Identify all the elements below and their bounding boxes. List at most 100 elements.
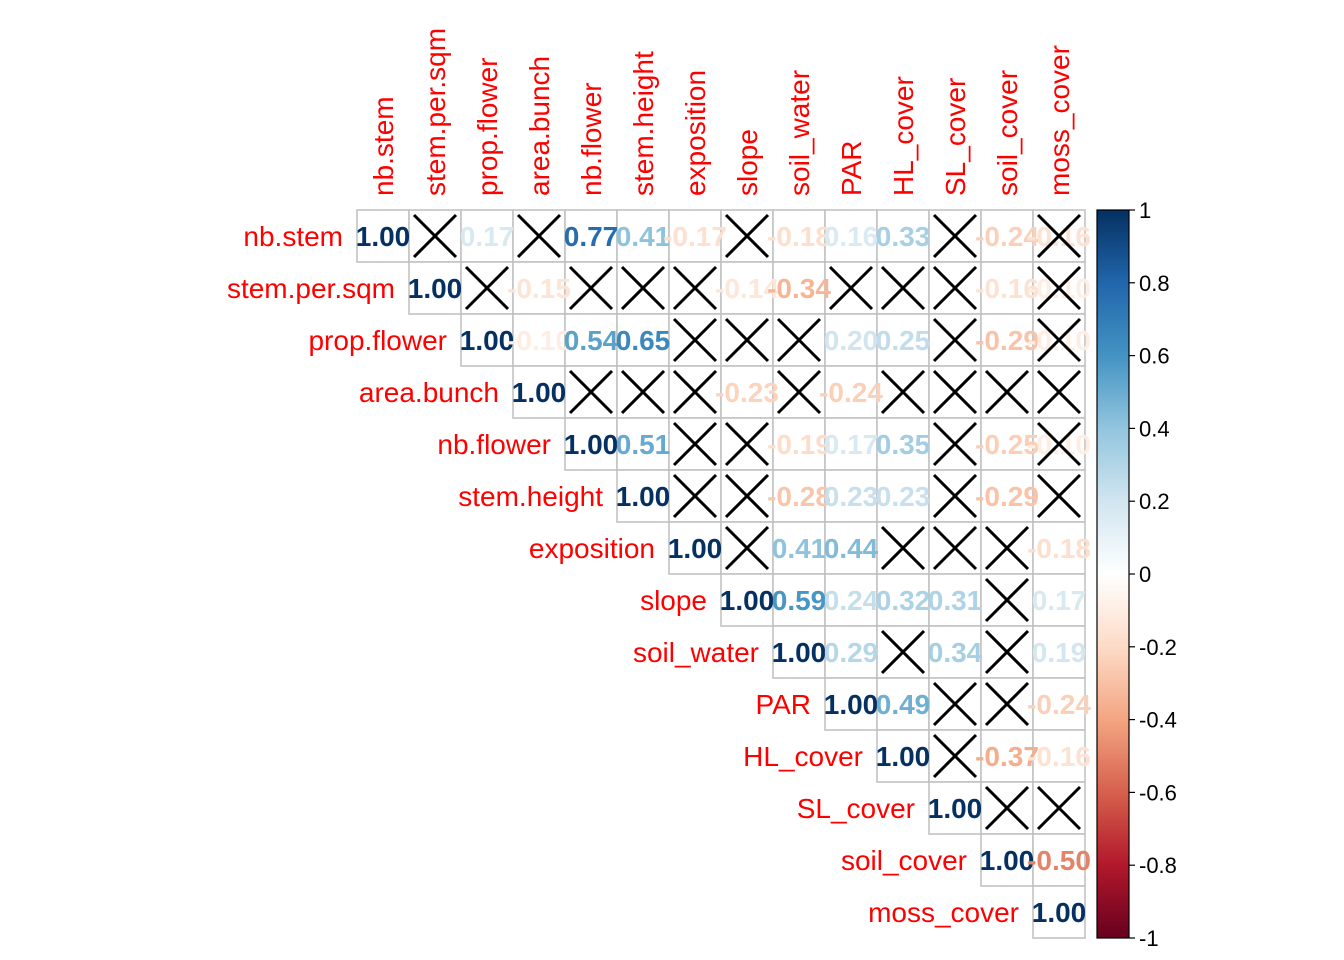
matrix-cell bbox=[616, 209, 670, 263]
correlation-value: 1.00 bbox=[460, 325, 515, 356]
column-label: nb.stem bbox=[368, 96, 399, 196]
correlation-value: 1.00 bbox=[876, 741, 931, 772]
insignificant-cross-icon bbox=[724, 473, 770, 519]
row-label: moss_cover bbox=[868, 897, 1019, 928]
correlation-value: 0.32 bbox=[876, 585, 931, 616]
row-labels: nb.stem stem.per.sqm prop.flower area.bunch… bbox=[227, 221, 1019, 928]
insignificant-cross-icon bbox=[672, 473, 718, 519]
matrix-cells: 1.00 0.17 0.770.41-0.17 -0.180.160.33 -0.24-… bbox=[356, 209, 1091, 939]
matrix-cell bbox=[408, 261, 462, 315]
matrix-cell bbox=[564, 209, 618, 263]
correlation-value: 0.16 bbox=[824, 221, 879, 252]
insignificant-cross-icon bbox=[880, 369, 926, 415]
correlation-value: -0.29 bbox=[975, 481, 1039, 512]
correlation-value: 0.29 bbox=[824, 637, 879, 668]
insignificant-cross-icon bbox=[932, 369, 978, 415]
correlation-value: -0.37 bbox=[975, 741, 1039, 772]
insignificant-cross-icon bbox=[464, 265, 510, 311]
column-label: soil_water bbox=[784, 70, 815, 196]
matrix-cell bbox=[772, 625, 826, 679]
insignificant-cross-icon bbox=[984, 525, 1030, 571]
row-label: soil_cover bbox=[841, 845, 967, 876]
correlation-value: -0.10 bbox=[507, 325, 571, 356]
colorbar-tick-label: 0.6 bbox=[1139, 344, 1170, 369]
row-label: stem.height bbox=[458, 481, 603, 512]
correlation-value: 0.41 bbox=[772, 533, 827, 564]
matrix-cell bbox=[356, 209, 410, 263]
matrix-cell bbox=[876, 573, 930, 627]
correlation-value: 0.33 bbox=[876, 221, 931, 252]
colorbar-tick-label: -1 bbox=[1139, 926, 1159, 951]
insignificant-cross-icon bbox=[880, 525, 926, 571]
insignificant-cross-icon bbox=[932, 317, 978, 363]
column-label: PAR bbox=[836, 141, 867, 197]
correlation-value: 0.65 bbox=[616, 325, 671, 356]
colorbar-tick-label: 1 bbox=[1139, 198, 1151, 223]
matrix-cell bbox=[980, 729, 1034, 783]
correlation-value: -0.14 bbox=[715, 273, 779, 304]
column-label: slope bbox=[732, 129, 763, 196]
column-label: exposition bbox=[680, 70, 711, 196]
insignificant-cross-icon bbox=[984, 369, 1030, 415]
insignificant-cross-icon bbox=[932, 473, 978, 519]
column-label: SL_cover bbox=[940, 78, 971, 196]
insignificant-cross-icon bbox=[1036, 473, 1082, 519]
matrix-cell bbox=[876, 677, 930, 731]
colorbar-tick-label: 0.8 bbox=[1139, 271, 1170, 296]
correlation-value: 0.44 bbox=[824, 533, 879, 564]
correlation-value: 0.77 bbox=[564, 221, 619, 252]
correlation-value: -0.15 bbox=[507, 273, 571, 304]
correlation-value: 0.51 bbox=[616, 429, 671, 460]
correlation-value: -0.50 bbox=[1027, 845, 1091, 876]
matrix-cell bbox=[980, 833, 1034, 887]
matrix-cell bbox=[1032, 729, 1086, 783]
insignificant-cross-icon bbox=[568, 265, 614, 311]
correlation-value: -0.29 bbox=[975, 325, 1039, 356]
matrix-cell bbox=[564, 417, 618, 471]
colorbar-tick-label: -0.6 bbox=[1139, 780, 1177, 805]
matrix-cell bbox=[824, 365, 878, 419]
insignificant-cross-icon bbox=[984, 681, 1030, 727]
matrix-cell bbox=[512, 313, 566, 367]
matrix-cell bbox=[1032, 573, 1086, 627]
column-label: stem.per.sqm bbox=[420, 28, 451, 196]
correlation-value: -0.24 bbox=[975, 221, 1039, 252]
matrix-cell bbox=[512, 365, 566, 419]
row-label: HL_cover bbox=[743, 741, 863, 772]
matrix-cell bbox=[824, 573, 878, 627]
insignificant-cross-icon bbox=[880, 265, 926, 311]
insignificant-cross-icon bbox=[984, 577, 1030, 623]
column-label: prop.flower bbox=[472, 57, 503, 196]
insignificant-cross-icon bbox=[672, 265, 718, 311]
correlation-value: 1.00 bbox=[616, 481, 671, 512]
matrix-cell bbox=[720, 261, 774, 315]
correlation-value: 1.00 bbox=[512, 377, 567, 408]
insignificant-cross-icon bbox=[1036, 369, 1082, 415]
correlation-value: 0.17 bbox=[824, 429, 879, 460]
matrix-cell bbox=[824, 209, 878, 263]
correlation-value: 1.00 bbox=[928, 793, 983, 824]
column-labels: nb.stem stem.per.sqm prop.flower area.bunch… bbox=[368, 28, 1075, 196]
row-label: slope bbox=[640, 585, 707, 616]
insignificant-cross-icon bbox=[620, 265, 666, 311]
correlation-value: -0.28 bbox=[767, 481, 831, 512]
correlation-value: 0.24 bbox=[824, 585, 879, 616]
colorbar-tick-label: -0.8 bbox=[1139, 853, 1177, 878]
insignificant-cross-icon bbox=[1036, 317, 1082, 363]
correlation-value: 0.25 bbox=[876, 325, 931, 356]
correlation-value: 0.31 bbox=[928, 585, 983, 616]
correlation-value: -0.23 bbox=[715, 377, 779, 408]
correlation-value: 1.00 bbox=[772, 637, 827, 668]
insignificant-cross-icon bbox=[932, 421, 978, 467]
row-label: nb.flower bbox=[437, 429, 551, 460]
matrix-cell bbox=[460, 313, 514, 367]
insignificant-cross-icon bbox=[724, 213, 770, 259]
matrix-cell bbox=[772, 209, 826, 263]
correlation-value: -0.34 bbox=[767, 273, 831, 304]
matrix-cell bbox=[460, 209, 514, 263]
insignificant-cross-icon bbox=[984, 629, 1030, 675]
insignificant-cross-icon bbox=[516, 213, 562, 259]
correlation-value: 0.23 bbox=[824, 481, 879, 512]
correlation-value: -0.18 bbox=[767, 221, 831, 252]
